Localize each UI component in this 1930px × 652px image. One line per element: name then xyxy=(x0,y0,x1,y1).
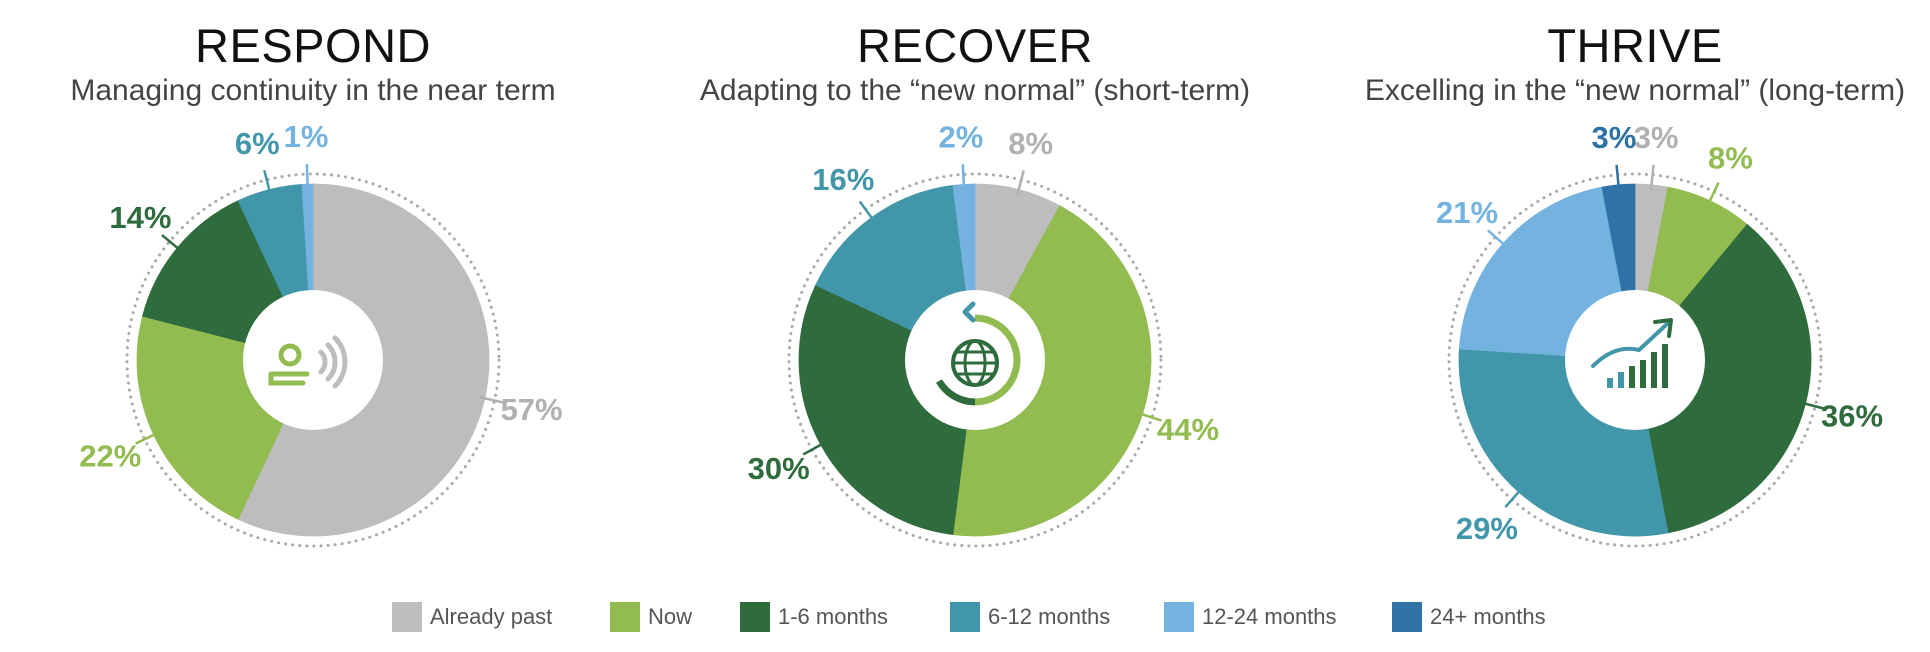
legend-swatch-icon xyxy=(950,602,980,632)
dotted-ring xyxy=(125,172,501,548)
leader-line xyxy=(161,234,183,253)
globe-refresh-icon xyxy=(935,301,1021,406)
respond-subtitle: Managing continuity in the near term xyxy=(70,74,556,107)
leader-line xyxy=(305,164,309,191)
recover-subtitle: Adapting to the “new normal” (short-term… xyxy=(699,74,1251,107)
leader-line xyxy=(1706,182,1720,207)
data-label: 8% xyxy=(1008,126,1053,161)
data-label: 29% xyxy=(1456,511,1518,546)
pie-recover: 8% 44% 30% 16% 2% xyxy=(748,119,1219,548)
legend-swatch-icon xyxy=(1164,602,1194,632)
thrive-title: THRIVE xyxy=(1547,19,1723,72)
pie-respond: 57% 22% 14% 6% 1% xyxy=(79,119,563,548)
data-label: 21% xyxy=(1436,195,1498,230)
leader-line xyxy=(478,395,505,404)
legend-item: Now xyxy=(610,600,692,634)
data-label: 30% xyxy=(748,451,810,486)
leader-line xyxy=(1487,229,1509,249)
legend-item: 24+ months xyxy=(1392,600,1546,634)
legend-swatch-icon xyxy=(740,602,770,632)
data-label: 6% xyxy=(235,126,280,161)
leader-line xyxy=(135,431,160,445)
data-label: 44% xyxy=(1157,412,1219,447)
legend-item: 12-24 months xyxy=(1164,600,1337,634)
data-label: 3% xyxy=(1591,120,1636,155)
data-label: 2% xyxy=(938,119,983,154)
legend-label: 1-6 months xyxy=(778,604,889,629)
data-label: 3% xyxy=(1634,120,1679,155)
dotted-ring xyxy=(787,172,1163,548)
leader-line xyxy=(1136,411,1162,422)
legend-swatch-icon xyxy=(610,602,640,632)
legend-label: Now xyxy=(648,604,693,629)
thrive-subtitle: Excelling in the “new normal” (long-term… xyxy=(1364,74,1906,107)
legend: Already past Now 1-6 months 6-12 months 12-2… xyxy=(0,600,1930,634)
legend-item: 1-6 months xyxy=(740,600,888,634)
data-label: 36% xyxy=(1821,399,1883,434)
data-label: 8% xyxy=(1708,140,1753,175)
center-disc xyxy=(905,290,1045,430)
recover-title: RECOVER xyxy=(857,19,1093,72)
legend-label: 12-24 months xyxy=(1202,604,1337,629)
legend-swatch-icon xyxy=(392,602,422,632)
legend-label: Already past xyxy=(430,604,553,629)
dotted-ring xyxy=(1447,172,1823,548)
leader-line xyxy=(263,169,272,196)
pie-thrive: 3% 8% 36% 29% 21% 3% xyxy=(1436,120,1883,548)
data-label: 14% xyxy=(109,200,171,235)
growth-chart-icon xyxy=(1591,318,1673,388)
leader-line xyxy=(1615,164,1621,191)
leader-line xyxy=(1799,401,1826,410)
data-label: 22% xyxy=(79,438,141,473)
legend-item: Already past xyxy=(392,600,552,634)
legend-label: 24+ months xyxy=(1430,604,1546,629)
legend-swatch-icon xyxy=(1392,602,1422,632)
legend-item: 6-12 months xyxy=(950,600,1110,634)
pie-charts: 57%22%14%6% 1% 8%44%30%16%2% 3%8%36%29%21%3… xyxy=(79,119,1883,548)
center-disc xyxy=(1565,290,1705,430)
data-label: 57% xyxy=(501,392,563,427)
person-broadcast-icon xyxy=(268,335,348,389)
center-disc xyxy=(243,290,383,430)
leader-line xyxy=(802,440,827,456)
leader-line xyxy=(1649,164,1655,191)
data-label: 1% xyxy=(284,119,329,154)
respond-title: RESPOND xyxy=(195,19,431,72)
leader-line xyxy=(1016,169,1025,196)
leader-line xyxy=(1504,486,1524,508)
data-label: 16% xyxy=(812,162,874,197)
leader-line xyxy=(961,164,966,191)
legend-label: 6-12 months xyxy=(988,604,1111,629)
leader-line xyxy=(858,200,877,224)
